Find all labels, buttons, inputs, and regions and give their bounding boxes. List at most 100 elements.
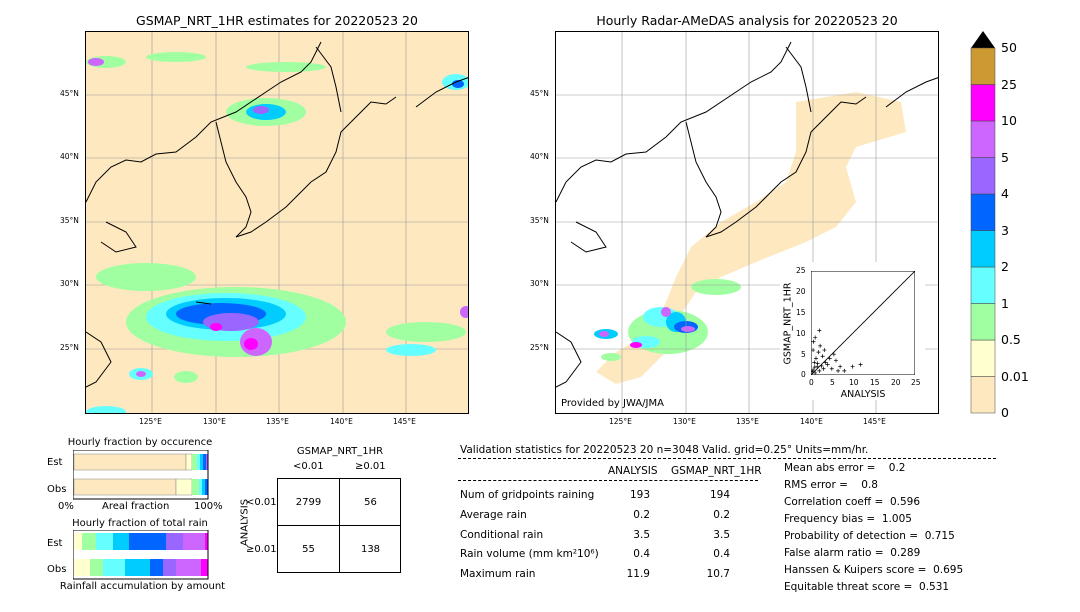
scatter-xtick-20: 20 bbox=[891, 378, 901, 387]
contingency-table: 2799 56 55 138 bbox=[277, 478, 401, 573]
colorbar-label: 50 bbox=[1001, 40, 1017, 55]
colorbar-label: 2 bbox=[1001, 259, 1009, 274]
validation-row-gsmap: 3.5 bbox=[713, 529, 730, 541]
scatter-ytick-5: 5 bbox=[801, 350, 806, 359]
validation-row-label: Conditional rain bbox=[460, 529, 544, 541]
scatter-xtick-0: 0 bbox=[809, 378, 814, 387]
validation-row-gsmap: 10.7 bbox=[706, 568, 730, 580]
validation-row-gsmap: 0.4 bbox=[713, 548, 730, 560]
left-lat-30: 30°N bbox=[60, 279, 79, 288]
scatter-point bbox=[850, 364, 855, 369]
contingency-col-header: GSMAP_NRT_1HR bbox=[296, 446, 384, 457]
occurrence-row-obs: Obs bbox=[47, 484, 67, 495]
contingency-cell-br: 138 bbox=[360, 544, 381, 555]
total-rain-row-est: Est bbox=[47, 538, 63, 549]
total-rain-title: Hourly fraction of total rain bbox=[72, 518, 208, 529]
scatter-point bbox=[821, 366, 826, 371]
score-pod: Probability of detection = 0.715 bbox=[784, 530, 955, 542]
colorbar-label: 0.5 bbox=[1001, 332, 1021, 347]
colorbar-segment bbox=[970, 376, 996, 414]
scatter-point bbox=[838, 364, 843, 369]
scatter-ytick-0: 0 bbox=[801, 370, 806, 379]
scatter-ylabel: GSMAP_NRT_1HR bbox=[782, 282, 794, 365]
score-corr: Correlation coeff = 0.596 bbox=[784, 496, 920, 508]
scatter-xtick-25: 25 bbox=[911, 378, 921, 387]
scatter-plot bbox=[811, 271, 915, 375]
scatter-point bbox=[811, 348, 816, 353]
validation-row-analysis: 3.5 bbox=[633, 529, 650, 541]
colorbar-label: 0 bbox=[1001, 405, 1009, 420]
colorbar-label: 25 bbox=[1001, 76, 1017, 92]
scatter-point bbox=[831, 352, 836, 357]
left-map bbox=[85, 31, 469, 414]
score-far: False alarm ratio = 0.289 bbox=[784, 547, 921, 559]
right-lat-30: 30°N bbox=[530, 279, 549, 288]
contingency-cell-tl: 2799 bbox=[295, 497, 322, 508]
left-map-title: GSMAP_NRT_1HR estimates for 20220523 20 bbox=[136, 13, 418, 28]
occurrence-title: Hourly fraction by occurence bbox=[67, 437, 213, 448]
scatter-xtick-10: 10 bbox=[849, 378, 859, 387]
scatter-ytick-10: 10 bbox=[796, 329, 806, 338]
colorbar-label: 0.01 bbox=[1001, 368, 1029, 384]
total-rain-footer: Rainfall accumulation by amount bbox=[59, 581, 226, 592]
colorbar-segment bbox=[970, 303, 996, 341]
score-ets: Equitable threat score = 0.531 bbox=[784, 581, 950, 593]
right-lat-45: 45°N bbox=[530, 89, 549, 98]
validation-header-rule bbox=[458, 458, 996, 459]
colorbar-segment bbox=[970, 157, 996, 195]
scatter-point bbox=[812, 360, 817, 365]
validation-header: Validation statistics for 20220523 20 n=… bbox=[460, 444, 869, 456]
scatter-point bbox=[820, 354, 825, 359]
scatter-point bbox=[817, 368, 822, 373]
validation-col-analysis: ANALYSIS bbox=[608, 465, 658, 477]
right-lon-140: 140°E bbox=[800, 417, 823, 426]
left-lat-25: 25°N bbox=[60, 343, 79, 352]
colorbar-segment bbox=[970, 339, 996, 377]
total-rain-bars bbox=[73, 530, 209, 580]
scatter-point bbox=[811, 339, 816, 344]
occurrence-axis-left: 0% bbox=[58, 501, 74, 512]
left-lon-130: 130°E bbox=[203, 417, 226, 426]
validation-row-label: Num of gridpoints raining bbox=[460, 489, 595, 501]
scatter-point bbox=[827, 356, 832, 361]
left-lon-140: 140°E bbox=[330, 417, 353, 426]
colorbar-label: 5 bbox=[1001, 149, 1009, 165]
scatter-point bbox=[825, 362, 830, 367]
occurrence-row-est: Est bbox=[47, 457, 63, 468]
score-freq-bias: Frequency bias = 1.005 bbox=[784, 513, 912, 525]
scatter-point bbox=[812, 365, 817, 370]
score-rmse: RMS error = 0.8 bbox=[784, 479, 878, 491]
colorbar-segment bbox=[970, 193, 996, 231]
scatter-point bbox=[818, 343, 823, 348]
colorbar-segment bbox=[970, 84, 996, 122]
scatter-xtick-5: 5 bbox=[830, 378, 835, 387]
validation-row-analysis: 11.9 bbox=[626, 568, 650, 580]
colorbar-label: 4 bbox=[1001, 186, 1009, 201]
scatter-point bbox=[815, 361, 820, 366]
colorbar-label: 1 bbox=[1001, 295, 1009, 311]
colorbar-label: 3 bbox=[1001, 222, 1009, 238]
scatter-point bbox=[822, 348, 827, 353]
colorbar-label: 10 bbox=[1001, 113, 1017, 128]
scatter-point bbox=[823, 360, 828, 365]
score-mae: Mean abs error = 0.2 bbox=[784, 462, 906, 474]
scatter-point bbox=[815, 364, 820, 369]
contingency-col-lt: <0.01 bbox=[293, 461, 324, 472]
contingency-row-lt: <0.01 bbox=[246, 497, 277, 508]
colorbar-segment bbox=[970, 230, 996, 268]
validation-row-label: Rain volume (mm km²10⁶) bbox=[460, 548, 599, 560]
scatter-point bbox=[811, 369, 815, 374]
validation-col-rule bbox=[458, 480, 758, 481]
right-lat-40: 40°N bbox=[530, 152, 549, 161]
scatter-point bbox=[817, 328, 822, 333]
scatter-point bbox=[813, 356, 818, 361]
right-lon-125: 125°E bbox=[609, 417, 632, 426]
scatter-ytick-20: 20 bbox=[796, 287, 806, 296]
left-lon-125: 125°E bbox=[139, 417, 162, 426]
data-credit: Provided by JWA/JMA bbox=[561, 398, 664, 409]
contingency-col-ge: ≥0.01 bbox=[355, 461, 386, 472]
scatter-point bbox=[858, 362, 863, 367]
left-lat-40: 40°N bbox=[60, 152, 79, 161]
right-map-title: Hourly Radar-AMeDAS analysis for 2022052… bbox=[596, 13, 898, 28]
contingency-cell-tr: 56 bbox=[364, 497, 377, 508]
